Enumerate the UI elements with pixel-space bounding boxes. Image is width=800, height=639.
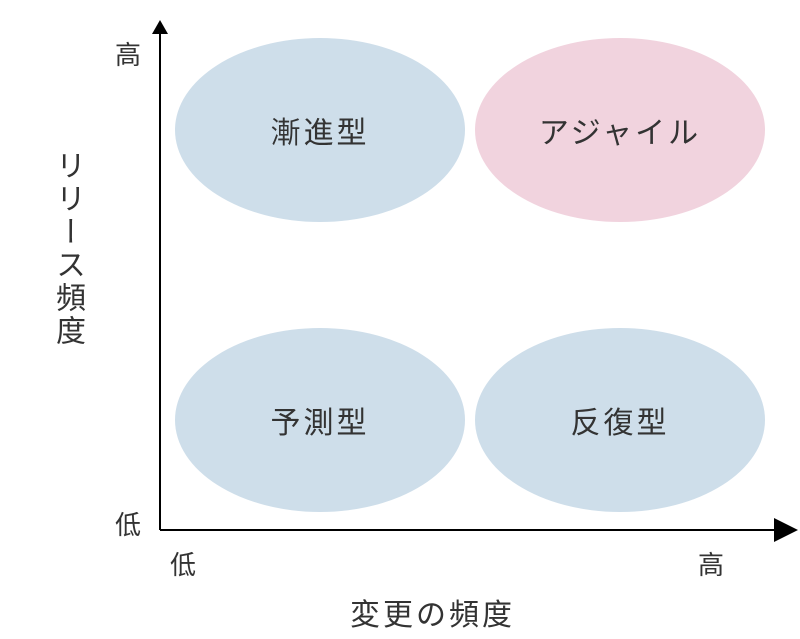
quadrant-bottom-left-label: 予測型: [271, 398, 370, 442]
quadrant-bottom-right: 反復型: [475, 328, 765, 512]
y-tick-high-text: 高: [115, 41, 141, 70]
quadrant-bottom-right-label: 反復型: [571, 398, 670, 442]
quadrant-top-right-label: アジャイル: [539, 108, 701, 152]
y-axis-arrowhead: [152, 20, 168, 34]
x-tick-high: 高: [698, 545, 724, 582]
y-axis-label-text: リリース頻度: [51, 150, 84, 348]
quadrant-top-left: 漸進型: [175, 38, 465, 222]
x-axis-label-text: 変更の頻度: [350, 599, 515, 632]
y-axis-label: リリース頻度: [45, 150, 89, 348]
quadrant-chart: リリース頻度 変更の頻度 高 低 低 高 漸進型 アジャイル 予測型 反復型: [0, 0, 800, 639]
quadrant-top-right: アジャイル: [475, 38, 765, 222]
x-axis-label: 変更の頻度: [350, 590, 515, 634]
quadrant-top-left-label: 漸進型: [271, 108, 370, 152]
y-tick-low: 低: [115, 505, 141, 542]
x-tick-high-text: 高: [698, 551, 724, 580]
x-tick-low: 低: [170, 545, 196, 582]
y-tick-high: 高: [115, 35, 141, 72]
y-tick-low-text: 低: [115, 511, 141, 540]
x-tick-low-text: 低: [170, 551, 196, 580]
quadrant-bottom-left: 予測型: [175, 328, 465, 512]
